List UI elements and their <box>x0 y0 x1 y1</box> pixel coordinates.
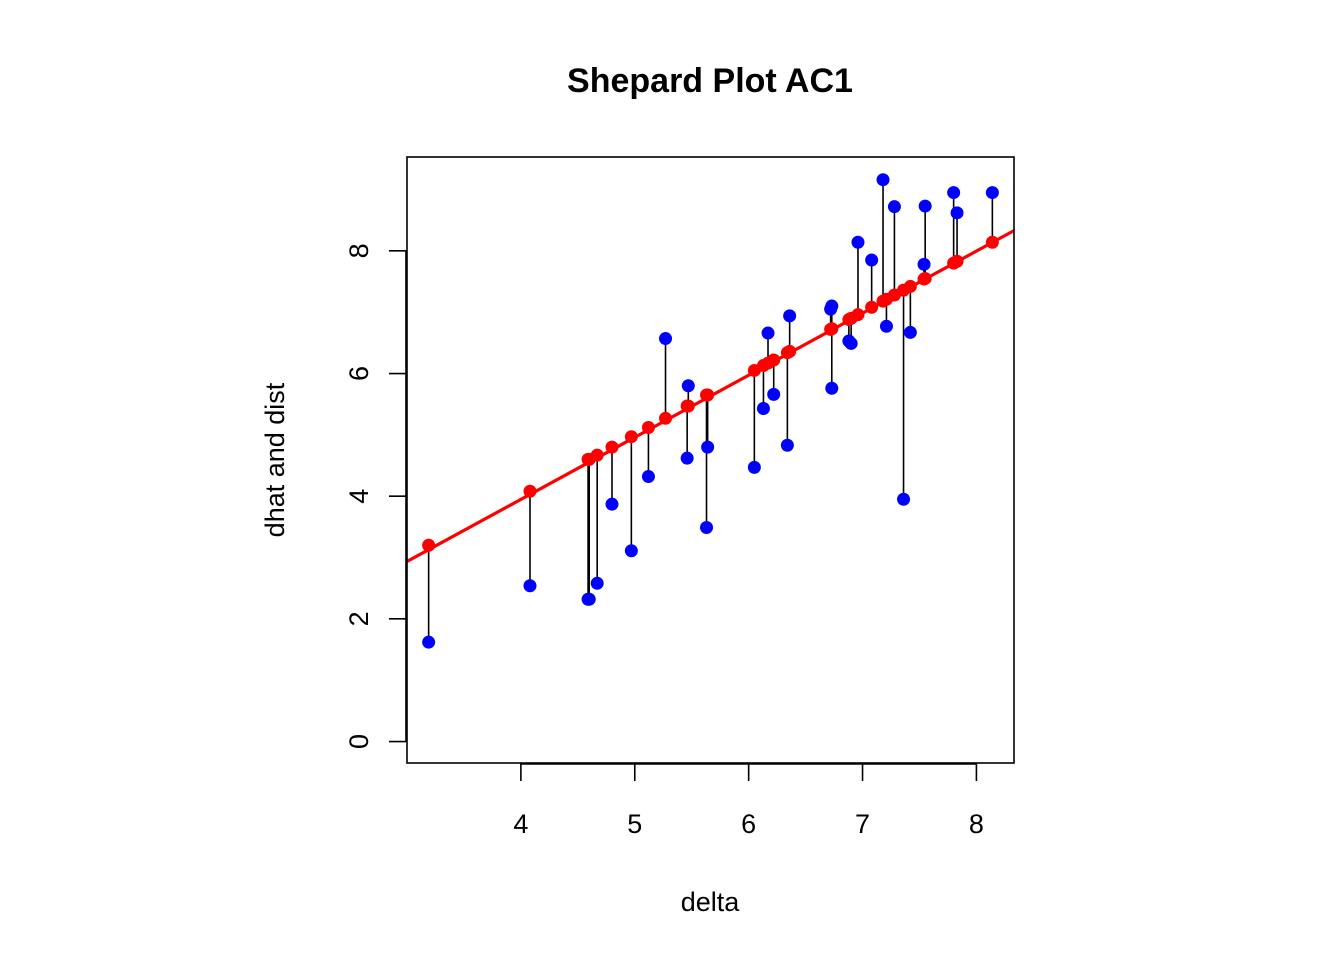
x-tick-label: 8 <box>969 809 984 839</box>
dhat-point <box>986 236 999 249</box>
dist-point <box>904 326 917 339</box>
chart-title: Shepard Plot AC1 <box>567 62 853 100</box>
x-axis: 4 5 6 7 8 <box>513 763 984 839</box>
dhat-point <box>851 308 864 321</box>
y-tick-label: 0 <box>344 734 374 749</box>
dist-point <box>748 461 761 474</box>
dist-point <box>825 382 838 395</box>
dhat-point <box>682 400 695 413</box>
dist-point <box>897 493 910 506</box>
dist-point <box>880 320 893 333</box>
dist-point <box>919 200 932 213</box>
dhat-point <box>951 255 964 268</box>
dist-point <box>783 309 796 322</box>
dhat-point <box>625 430 638 443</box>
dist-point <box>583 593 596 606</box>
dhat-point <box>783 345 796 358</box>
dist-point <box>591 577 604 590</box>
y-tick-label: 4 <box>344 489 374 504</box>
y-tick-label: 2 <box>344 611 374 626</box>
dhat-point <box>904 280 917 293</box>
plot-frame <box>407 157 1014 763</box>
dist-point <box>947 186 960 199</box>
dhat-point <box>767 354 780 367</box>
dist-point <box>757 402 770 415</box>
dist-point <box>681 452 694 465</box>
dist-point <box>701 441 714 454</box>
dist-point <box>605 498 618 511</box>
dist-point <box>625 544 638 557</box>
x-tick-label: 4 <box>513 809 528 839</box>
y-tick-label: 6 <box>344 366 374 381</box>
plot-marks <box>407 173 1014 648</box>
y-axis-label: dhat and dist <box>260 382 290 537</box>
y-axis: 0 2 4 6 8 <box>344 243 407 749</box>
dhat-point <box>642 421 655 434</box>
dist-point <box>762 327 775 340</box>
dhat-point <box>701 388 714 401</box>
dist-point <box>845 337 858 350</box>
dist-point <box>682 379 695 392</box>
dhat-point <box>605 441 618 454</box>
dist-point <box>781 439 794 452</box>
dhat-point <box>422 539 435 552</box>
dhat-point <box>523 485 536 498</box>
dist-point <box>888 200 901 213</box>
dist-point <box>642 470 655 483</box>
dist-point <box>877 173 890 186</box>
dist-point <box>851 236 864 249</box>
dhat-point <box>825 322 838 335</box>
dhat-point <box>591 449 604 462</box>
x-axis-label: delta <box>681 887 741 917</box>
dist-points <box>422 173 999 648</box>
dist-point <box>767 388 780 401</box>
dist-point <box>825 300 838 313</box>
y-tick-label: 8 <box>344 243 374 258</box>
dhat-point <box>919 272 932 285</box>
x-tick-label: 6 <box>741 809 756 839</box>
dist-point <box>523 579 536 592</box>
dhat-point <box>865 301 878 314</box>
x-tick-label: 7 <box>855 809 870 839</box>
dist-point <box>659 332 672 345</box>
dhat-point <box>659 412 672 425</box>
dist-point <box>986 186 999 199</box>
dist-point <box>865 254 878 267</box>
residual-lines <box>429 180 993 642</box>
dist-point <box>700 521 713 534</box>
dist-point <box>918 258 931 271</box>
x-tick-label: 5 <box>627 809 642 839</box>
dist-point <box>422 636 435 649</box>
dist-point <box>951 206 964 219</box>
